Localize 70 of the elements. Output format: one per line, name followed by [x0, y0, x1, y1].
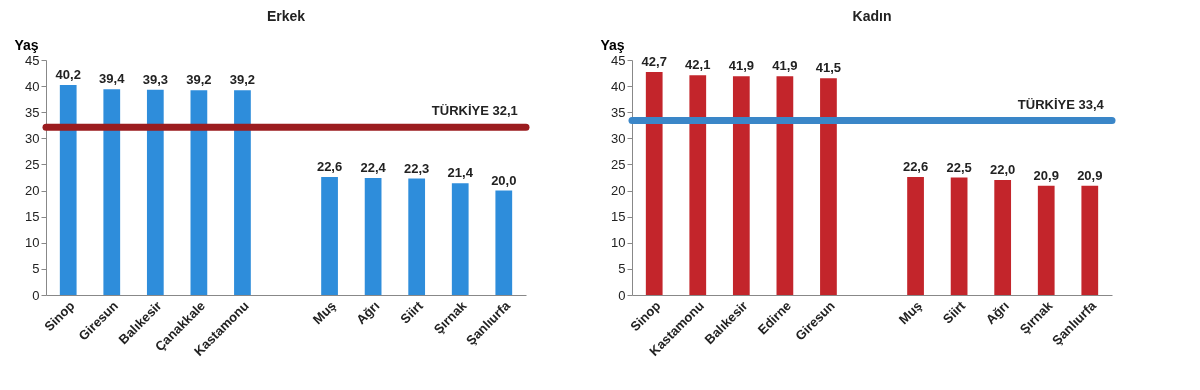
bar — [689, 75, 707, 295]
x-tick-label: Muş — [309, 298, 339, 328]
y-tick-label: 5 — [618, 261, 626, 277]
bar — [495, 190, 513, 295]
bar — [645, 72, 663, 295]
data-label: 41,9 — [772, 58, 798, 74]
data-label: 39,2 — [186, 72, 212, 88]
bar — [732, 76, 750, 295]
ref-line-label: TÜRKİYE 32,1 — [431, 103, 518, 119]
x-tick-label: Muş — [895, 298, 925, 328]
bar — [907, 176, 924, 295]
y-axis-title: Yaş — [14, 36, 39, 53]
data-label: 22,6 — [902, 158, 929, 174]
bar — [146, 89, 164, 295]
bar — [408, 178, 426, 295]
bar — [190, 90, 208, 295]
data-label: 22,6 — [316, 158, 343, 174]
y-axis-title: Yaş — [600, 36, 625, 53]
y-tick-label: 40 — [611, 78, 626, 94]
y-tick-label: 0 — [618, 287, 626, 303]
y-tick-label: 40 — [25, 78, 40, 94]
y-tick-label: 10 — [611, 235, 626, 251]
y-tick-label: 45 — [611, 52, 626, 68]
bar — [321, 176, 338, 295]
bar — [103, 89, 121, 295]
y-tick-label: 15 — [611, 209, 626, 225]
data-label: 20,9 — [1033, 167, 1059, 183]
y-tick-label: 25 — [25, 156, 40, 172]
bar — [950, 177, 968, 295]
data-label: 20,0 — [491, 172, 517, 188]
data-label: 22,4 — [360, 160, 387, 176]
x-tick-label: Siirt — [397, 297, 427, 327]
data-label: 21,4 — [447, 165, 474, 181]
y-tick-label: 10 — [25, 235, 40, 251]
data-label: 40,2 — [55, 67, 81, 83]
data-label: 20,9 — [1077, 167, 1103, 183]
data-label: 42,1 — [685, 57, 711, 73]
bar — [820, 78, 837, 295]
chart-title: Kadın — [852, 8, 892, 24]
y-tick-label: 30 — [611, 130, 626, 146]
x-tick-label: Siirt — [939, 297, 969, 327]
bar — [1037, 185, 1055, 295]
y-tick-label: 0 — [32, 287, 40, 303]
bar — [994, 180, 1012, 295]
bar — [1081, 185, 1099, 295]
y-tick-label: 35 — [25, 104, 40, 120]
y-tick-label: 25 — [611, 156, 626, 172]
bar — [451, 183, 469, 295]
y-tick-label: 30 — [25, 130, 40, 146]
y-tick-label: 35 — [611, 104, 626, 120]
ref-line-label: TÜRKİYE 33,4 — [1017, 96, 1105, 112]
data-label: 39,2 — [229, 72, 256, 88]
y-tick-label: 20 — [25, 183, 40, 199]
chart-title: Erkek — [266, 8, 306, 24]
data-label: 22,0 — [990, 162, 1016, 178]
bar — [59, 85, 77, 295]
y-tick-label: 15 — [25, 209, 40, 225]
data-label: 42,7 — [641, 54, 667, 70]
bar — [234, 90, 251, 295]
y-tick-label: 45 — [25, 52, 40, 68]
data-label: 41,5 — [815, 60, 842, 76]
data-label: 39,3 — [142, 71, 168, 87]
y-tick-label: 5 — [32, 261, 40, 277]
bar — [776, 76, 794, 295]
y-tick-label: 20 — [611, 183, 626, 199]
data-label: 22,5 — [946, 159, 972, 175]
data-label: 22,3 — [404, 160, 430, 176]
data-label: 39,4 — [99, 71, 126, 87]
bar — [364, 178, 382, 295]
data-label: 41,9 — [728, 58, 754, 74]
